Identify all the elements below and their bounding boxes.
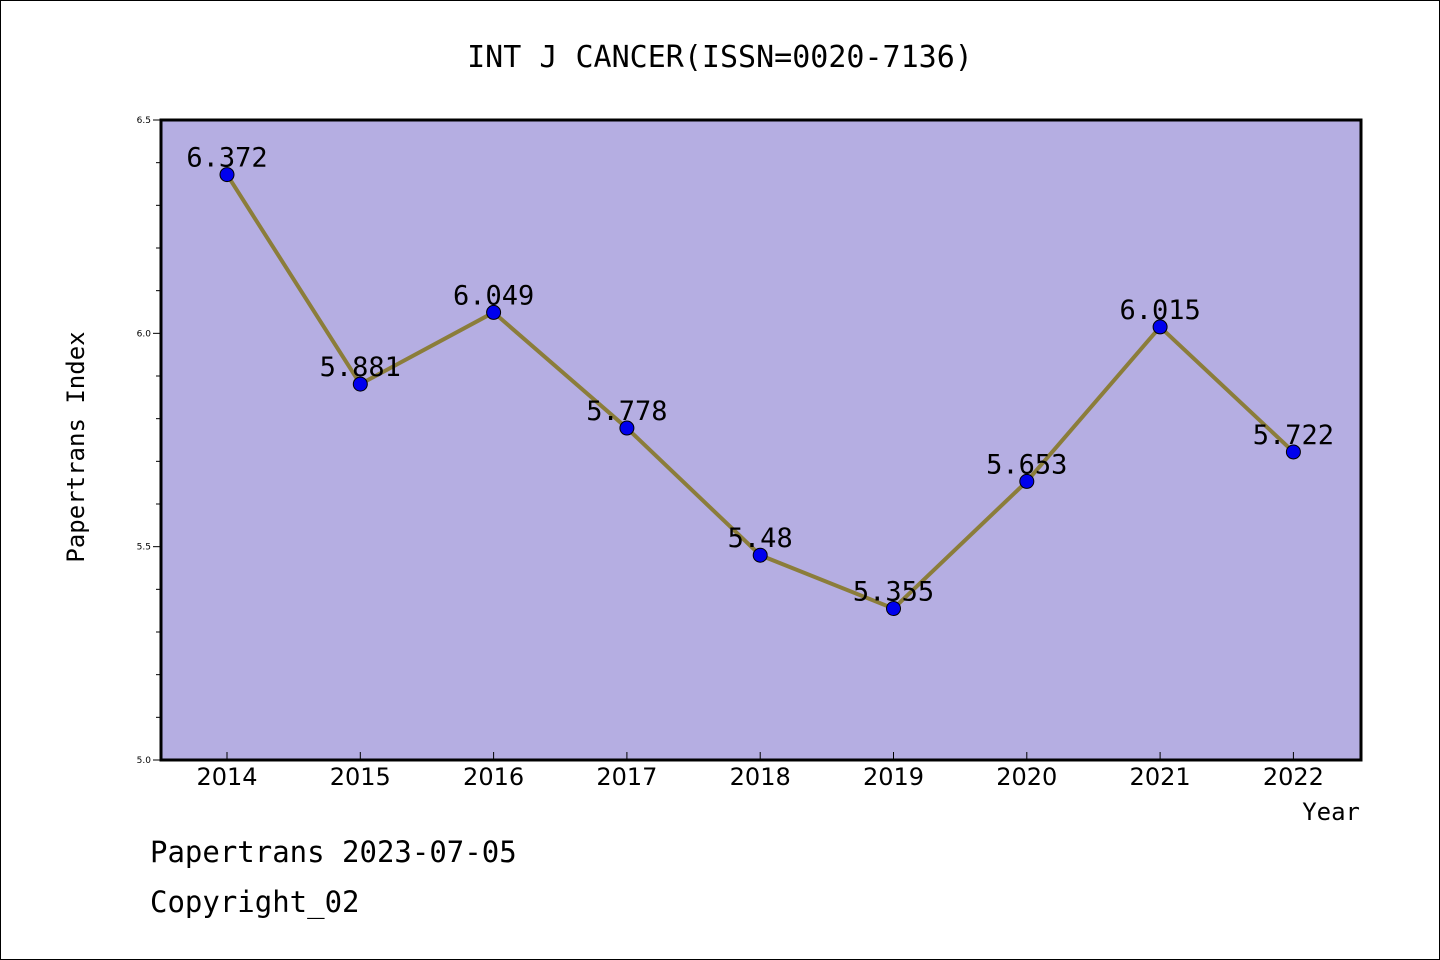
data-point [886,601,901,617]
data-point [352,376,368,392]
x-axis-label: Year [1302,798,1360,826]
data-point [1019,473,1035,489]
data-label: 5.881 [320,352,401,383]
x-tick-label: 2021 [1130,763,1191,791]
data-points [219,167,1301,617]
data-point [1152,319,1168,335]
data-label: 6.015 [1119,295,1200,326]
data-label: 5.778 [586,396,667,427]
y-tick-label: 5.0 [137,756,152,766]
data-point [219,167,235,183]
x-tick-label: 2022 [1263,763,1324,791]
x-tick-label: 2020 [996,763,1057,791]
y-tick-label: 6.5 [137,116,151,126]
data-label: 6.372 [186,143,267,174]
data-label: 6.049 [453,280,534,311]
data-label: 5.355 [853,577,934,608]
x-axis-ticks: 2014 2015 2016 2017 2018 2019 2020 2021 2022 [196,752,1324,791]
x-tick-label: 2018 [730,763,791,791]
x-tick-label: 2016 [463,763,524,791]
footer-copyright: Copyright_02 [150,885,360,919]
chart-title: INT J CANCER(ISSN=0020-7136) [467,40,973,75]
plot-area [159,118,1363,762]
data-point [1285,444,1301,460]
y-tick-label: 5.5 [137,543,151,553]
x-tick-label: 2019 [863,763,924,791]
footer-date: Papertrans 2023-07-05 [150,835,517,869]
x-tick-label: 2014 [196,763,257,791]
data-label: 5.653 [986,449,1067,480]
data-point [486,304,502,320]
y-tick-label: 6.0 [137,329,152,339]
x-tick-label: 2015 [330,763,391,791]
x-tick-label: 2017 [596,763,657,791]
data-label: 5.48 [728,523,793,554]
y-axis-ticks: 5.0 5.5 6.0 6.5 [137,116,161,766]
y-axis-label: Papertrans Index [62,331,90,562]
data-point [619,420,635,436]
data-label: 5.722 [1253,420,1334,451]
data-point [752,547,768,563]
data-labels: 6.372 5.881 6.049 5.778 5.48 5.355 5.653 6.015 5… [186,143,1334,608]
